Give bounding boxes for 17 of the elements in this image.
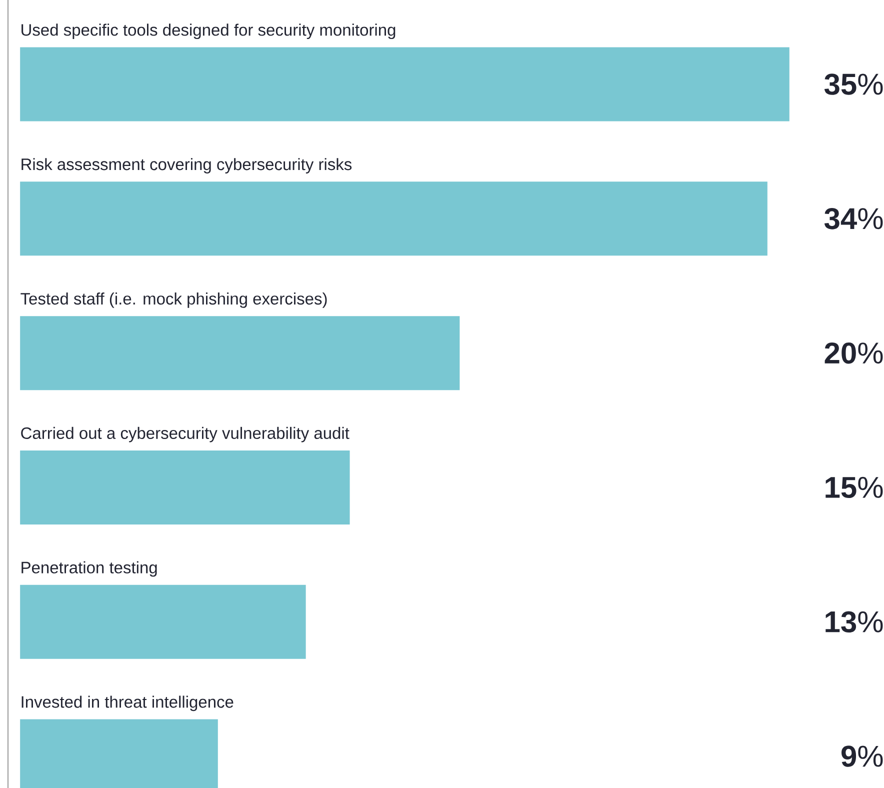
y-tick-label: Invested in threat intelligence: [22, 696, 234, 712]
bar: [20, 182, 768, 256]
bar: [20, 450, 350, 524]
y-tick-label: Tested staff (i.e. mock phishing exercises): [20, 292, 327, 308]
y-tick-label: Carried out a cybersecurity vulnerability audit: [21, 426, 350, 442]
data-label: 9%: [842, 746, 883, 767]
bar: [20, 584, 306, 659]
bar: [20, 47, 790, 122]
data-label: 20%: [824, 342, 883, 364]
data-label: 35%: [824, 74, 883, 95]
data-label: 34%: [824, 208, 883, 230]
y-tick-label: Risk assessment covering cybersecurity risks: [22, 158, 352, 174]
y-tick-label: Used specific tools designed for security monitoring: [22, 24, 396, 40]
data-label: 15%: [826, 476, 883, 498]
data-label: 13%: [826, 611, 883, 633]
bar: [20, 316, 460, 390]
y-tick-label: Penetration testing: [22, 561, 157, 577]
